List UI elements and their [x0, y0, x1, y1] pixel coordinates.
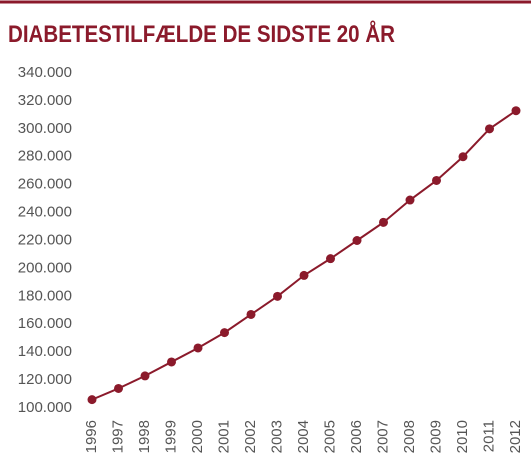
- point: [114, 383, 123, 393]
- point: [485, 124, 494, 134]
- point: [405, 195, 415, 205]
- x-tick-label: 2012: [507, 420, 524, 453]
- point: [458, 152, 468, 162]
- x-tick-label: 2000: [189, 420, 206, 453]
- point: [193, 343, 203, 353]
- x-tick-label: 2001: [215, 420, 232, 453]
- y-tick-label: 320.000: [18, 92, 72, 109]
- x-tick-label: 2002: [242, 420, 259, 453]
- point: [299, 270, 309, 280]
- point: [220, 328, 229, 338]
- x-tick-label: 2009: [427, 420, 444, 453]
- x-tick-label: 2005: [321, 420, 338, 453]
- y-tick-label: 340.000: [18, 64, 72, 81]
- point: [273, 291, 282, 301]
- y-tick-label: 100.000: [18, 399, 72, 416]
- x-tick-label: 2004: [295, 420, 312, 453]
- point: [167, 357, 176, 367]
- y-tick-label: 260.000: [18, 176, 72, 193]
- x-tick-label: 2010: [454, 420, 471, 453]
- point: [326, 254, 335, 264]
- point: [432, 175, 441, 185]
- x-tick-label: 1998: [136, 420, 153, 453]
- point: [140, 371, 150, 381]
- point: [379, 217, 388, 227]
- x-tick-label: 2003: [268, 420, 285, 453]
- y-tick-label: 140.000: [18, 343, 72, 360]
- y-tick-label: 200.000: [18, 259, 72, 276]
- x-tick-label: 1997: [109, 420, 126, 453]
- x-tick-label: 2008: [401, 420, 418, 453]
- y-tick-label: 180.000: [18, 287, 72, 304]
- x-tick-label: 2011: [480, 420, 497, 452]
- point: [511, 106, 521, 116]
- y-tick-label: 120.000: [18, 371, 72, 388]
- point: [352, 236, 362, 245]
- y-tick-label: 160.000: [18, 315, 72, 332]
- point: [246, 309, 256, 319]
- point: [87, 395, 97, 405]
- y-tick-label: 280.000: [18, 148, 72, 165]
- x-tick-label: 2006: [348, 420, 365, 453]
- chart-title: DIABETESTILFÆLDE DE SIDSTE 20 ÅR: [8, 20, 395, 48]
- x-tick-label: 2007: [374, 420, 391, 453]
- line: [91, 109, 517, 401]
- y-tick-label: 240.000: [18, 204, 72, 221]
- x-tick-label: 1996: [83, 420, 100, 453]
- y-tick-label: 300.000: [18, 120, 72, 137]
- y-tick-label: 220.000: [18, 231, 72, 248]
- x-tick-label: 1999: [162, 420, 179, 453]
